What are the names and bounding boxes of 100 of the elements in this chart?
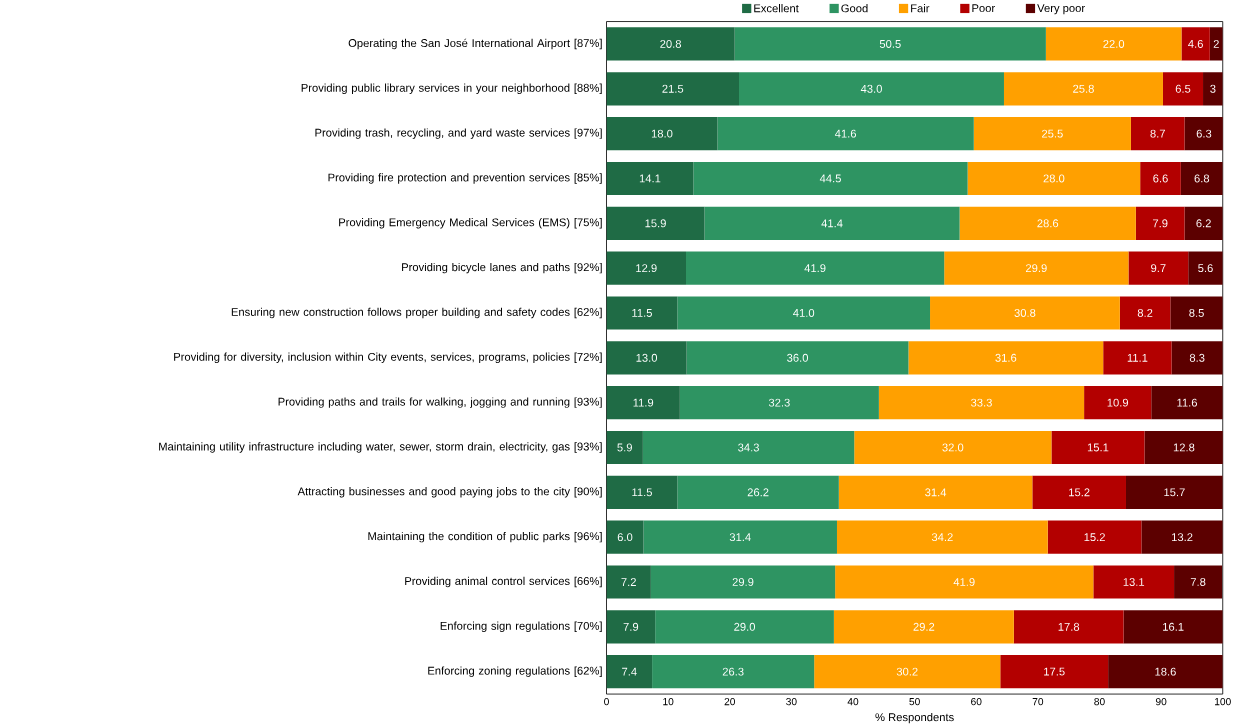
x-axis-title: % Respondents bbox=[875, 712, 954, 724]
data-label: 43.0 bbox=[860, 84, 882, 93]
data-label: 26.2 bbox=[747, 488, 769, 497]
bar bbox=[606, 251, 686, 285]
data-label: 28.6 bbox=[1037, 219, 1059, 228]
y-tick-label: Attracting businesses and good paying jobs to the city [90%] bbox=[297, 487, 602, 498]
bar bbox=[693, 161, 968, 196]
data-label: 6.8 bbox=[1194, 174, 1210, 183]
legend-label: Very poor bbox=[1037, 4, 1085, 15]
legend-label: Poor bbox=[972, 4, 995, 13]
y-tick-label: Ensuring new construction follows proper building and safety codes [62%] bbox=[231, 307, 602, 319]
bar bbox=[655, 610, 834, 644]
data-label: 8.7 bbox=[1150, 129, 1165, 138]
y-tick-label: Providing trash, recycling, and yard waste services [97%] bbox=[315, 128, 602, 139]
bar bbox=[1174, 565, 1223, 599]
data-label: 41.6 bbox=[834, 129, 857, 138]
data-label: 41.0 bbox=[793, 308, 815, 317]
bar bbox=[642, 430, 855, 465]
data-label: 15.7 bbox=[1164, 488, 1185, 497]
data-label: 3 bbox=[1210, 84, 1216, 93]
bar bbox=[606, 206, 705, 240]
data-label: 12.8 bbox=[1173, 443, 1195, 452]
legend-label: Good bbox=[841, 4, 868, 13]
data-label: 7.9 bbox=[623, 622, 639, 631]
y-tick-label: Providing Emergency Medical Services (EMS) [75%] bbox=[339, 218, 602, 229]
x-tick-label: 70 bbox=[1032, 697, 1044, 706]
data-label: 13.2 bbox=[1172, 533, 1193, 542]
data-label: 6.3 bbox=[1196, 129, 1212, 138]
data-label: 25.8 bbox=[1073, 84, 1094, 93]
data-label: 25.5 bbox=[1042, 129, 1063, 138]
x-tick-label: 20 bbox=[724, 697, 736, 706]
data-label: 30.8 bbox=[1014, 308, 1036, 317]
data-label: 6.5 bbox=[1175, 84, 1191, 93]
bar bbox=[1184, 117, 1223, 151]
data-label: 30.2 bbox=[896, 667, 918, 676]
y-tick-label: Operating the San José International Airport [87%] bbox=[348, 38, 602, 50]
bar bbox=[717, 117, 974, 151]
bar bbox=[606, 117, 718, 151]
bar bbox=[1051, 430, 1145, 465]
data-label: 13.1 bbox=[1123, 577, 1145, 586]
legend-label: Excellent bbox=[754, 4, 799, 13]
y-tick-label: Maintaining the condition of public parks [96%] bbox=[368, 531, 602, 543]
bar bbox=[606, 296, 678, 330]
data-label: 20.8 bbox=[660, 39, 682, 48]
bar bbox=[1188, 251, 1223, 285]
bar bbox=[814, 655, 1001, 689]
bar bbox=[677, 475, 839, 509]
bar bbox=[878, 386, 1085, 420]
bar bbox=[1181, 27, 1210, 61]
data-label: 8.5 bbox=[1189, 308, 1204, 317]
bar bbox=[734, 27, 1046, 61]
data-label: 44.5 bbox=[819, 174, 841, 183]
data-label: 12.9 bbox=[636, 264, 657, 273]
bar bbox=[1119, 296, 1171, 330]
bar bbox=[1203, 72, 1223, 106]
data-label: 15.2 bbox=[1084, 533, 1105, 542]
bar bbox=[1093, 565, 1175, 599]
data-label: 36.0 bbox=[787, 353, 809, 362]
data-label: 41.9 bbox=[804, 264, 826, 273]
bar bbox=[1047, 520, 1142, 554]
bar bbox=[1013, 610, 1124, 644]
bar bbox=[739, 72, 1004, 106]
x-tick-label: 50 bbox=[909, 697, 920, 706]
bar bbox=[686, 251, 945, 285]
bar bbox=[1171, 341, 1223, 375]
bar bbox=[606, 430, 643, 465]
data-label: 29.2 bbox=[913, 622, 935, 631]
bar bbox=[1180, 161, 1223, 196]
data-label: 7.9 bbox=[1152, 219, 1168, 228]
data-label: 17.5 bbox=[1044, 667, 1065, 676]
bar bbox=[677, 296, 931, 330]
bar bbox=[606, 475, 678, 509]
data-label: 10.9 bbox=[1107, 398, 1129, 407]
bar bbox=[1162, 72, 1204, 106]
bar bbox=[643, 520, 837, 554]
bar bbox=[836, 520, 1048, 554]
bar bbox=[606, 27, 735, 61]
bar bbox=[1045, 27, 1182, 61]
data-label: 13.0 bbox=[636, 353, 658, 362]
bar bbox=[973, 117, 1131, 151]
bar bbox=[854, 430, 1052, 465]
bar bbox=[835, 565, 1094, 599]
bar bbox=[1184, 206, 1223, 240]
bar bbox=[606, 72, 739, 106]
data-label: 31.4 bbox=[925, 488, 947, 497]
y-tick-label: Providing fire protection and prevention services [85%] bbox=[328, 173, 602, 184]
bar bbox=[1135, 206, 1185, 240]
y-tick-label: Providing for diversity, inclusion within City events, services, programs, policies [72%] bbox=[174, 352, 602, 363]
data-label: 11.9 bbox=[633, 398, 654, 407]
bar bbox=[606, 161, 694, 196]
data-label: 7.4 bbox=[622, 667, 637, 676]
data-label: 8.3 bbox=[1189, 353, 1205, 362]
y-tick-label: Providing paths and trails for walking, jogging and running [93%] bbox=[278, 397, 602, 408]
y-tick-label: Maintaining utility infrastructure including water, sewer, storm drain, electricity, gas [93%] bbox=[159, 442, 602, 453]
bar bbox=[650, 565, 836, 599]
bar bbox=[833, 610, 1014, 644]
data-label: 32.3 bbox=[768, 398, 790, 407]
data-label: 11.1 bbox=[1127, 353, 1148, 362]
data-label: 18.6 bbox=[1155, 667, 1176, 676]
legend-label: Fair bbox=[911, 4, 930, 13]
